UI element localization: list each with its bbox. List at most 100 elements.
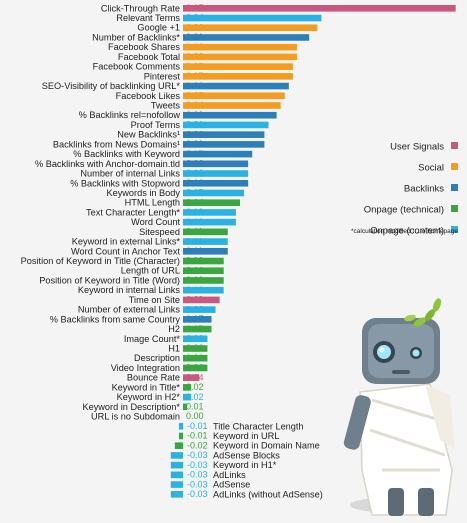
bar-label-backlinks-from-same-country: % Backlinks from same Country bbox=[50, 314, 181, 324]
bar-label-backlinks-with-stopword: % Backlinks with Stopword bbox=[70, 178, 180, 188]
bar-length-of-url bbox=[183, 267, 224, 275]
value-label-adsense: -0.03 bbox=[187, 479, 208, 489]
bar-label-video-integration: Video Integration bbox=[111, 363, 180, 373]
value-label-backlinks-with-keyword: 0.17 bbox=[186, 149, 204, 159]
bar-backlinks-with-anchor-domain-tld bbox=[183, 160, 249, 168]
bar-bounce-rate bbox=[183, 374, 200, 381]
bar-label-bounce-rate: Bounce Rate bbox=[127, 373, 180, 383]
value-label-h1: 0.06 bbox=[186, 343, 204, 353]
value-label-number-of-internal-links: 0.16 bbox=[186, 168, 204, 178]
bar-keyword-in-external-links bbox=[183, 238, 228, 245]
bar-label-position-of-keyword-in-title-character: Position of Keyword in Title (Character) bbox=[21, 256, 180, 266]
value-label-adsense-blocks: -0.03 bbox=[187, 450, 208, 460]
value-label-new-backlinks: 0.20 bbox=[186, 129, 204, 139]
bar-label-relevant-terms: Relevant Terms bbox=[116, 13, 180, 23]
bar-label-backlinks-with-anchor-domain-tld: % Backlinks with Anchor-domain.tld bbox=[35, 159, 180, 169]
value-label-facebook-shares: 0.28 bbox=[186, 42, 204, 52]
bar-label-h2: H2 bbox=[168, 324, 180, 334]
legend-swatch-backlinks bbox=[451, 184, 458, 191]
bar-label-number-of-internal-links: Number of internal Links bbox=[80, 169, 180, 179]
value-label-keyword-in-internal-links: 0.10 bbox=[186, 285, 204, 295]
value-label-description: 0.06 bbox=[186, 353, 204, 363]
bar-backlinks-with-stopword bbox=[183, 179, 249, 187]
legend-swatch-onpage-content bbox=[451, 226, 458, 233]
bar-html-length bbox=[183, 199, 240, 206]
bar-label-h1: H1 bbox=[168, 344, 180, 354]
bar-number-of-backlinks bbox=[183, 34, 310, 41]
bar-word-count-in-anchor-text bbox=[183, 248, 228, 255]
value-label-backlinks-from-news-domains: 0.20 bbox=[186, 139, 204, 149]
bar-label-length-of-url: Length of URL bbox=[121, 266, 180, 276]
value-label-backlinks-rel-nofollow: 0.23 bbox=[186, 110, 204, 120]
bar-label-keyword-in-external-links: Keyword in external Links* bbox=[72, 237, 181, 247]
bar-label-html-length: HTML Length bbox=[125, 198, 180, 208]
value-label-number-of-external-links: 0.08 bbox=[186, 304, 204, 314]
bar-label-google-1: Google +1 bbox=[137, 23, 180, 33]
value-label-google-1: 0.33 bbox=[186, 22, 204, 32]
bar-position-of-keyword-in-title-character bbox=[183, 257, 224, 265]
bar-label-keyword-in-h1: Keyword in H1* bbox=[213, 460, 277, 470]
bar-label-facebook-likes: Facebook Likes bbox=[116, 91, 181, 101]
legend-swatch-onpage-technical bbox=[451, 205, 458, 212]
footnote: *calculation modified ¹...to homepage bbox=[351, 228, 458, 235]
value-label-text-character-length: 0.13 bbox=[186, 207, 204, 217]
value-label-adlinks: -0.03 bbox=[187, 470, 208, 480]
value-label-url-is-no-subdomain: 0.00 bbox=[186, 411, 204, 421]
value-label-keyword-in-h2: 0.02 bbox=[186, 392, 204, 402]
bar-sitespeed bbox=[183, 228, 228, 236]
bar-label-proof-terms: Proof Terms bbox=[131, 120, 181, 130]
bar-label-facebook-shares: Facebook Shares bbox=[108, 42, 180, 52]
value-label-position-of-keyword-in-title-character: 0.10 bbox=[186, 256, 204, 266]
bar-new-backlinks bbox=[183, 131, 265, 138]
bar-label-keyword-in-h2: Keyword in H2* bbox=[117, 392, 181, 402]
bar-google-1 bbox=[183, 24, 318, 32]
bar-label-seo-visibility-of-backlinking-url: SEO-Visibility of backlinking URL* bbox=[42, 81, 181, 91]
bar-text-character-length bbox=[183, 209, 236, 216]
bar-adsense bbox=[170, 481, 183, 488]
value-label-sitespeed: 0.11 bbox=[186, 227, 203, 237]
value-label-facebook-likes: 0.25 bbox=[186, 90, 204, 100]
bar-tweets bbox=[183, 102, 281, 109]
bar-word-count bbox=[183, 218, 236, 226]
legend-swatch-social bbox=[451, 163, 458, 170]
bar-h2 bbox=[183, 325, 212, 333]
value-label-keyword-in-title: 0.02 bbox=[186, 382, 204, 392]
value-label-video-integration: 0.06 bbox=[186, 363, 204, 373]
value-label-keyword-in-domain-name: -0.02 bbox=[187, 440, 208, 450]
bar-label-title-character-length: Title Character Length bbox=[213, 421, 304, 431]
value-label-backlinks-with-stopword: 0.16 bbox=[186, 178, 204, 188]
bar-label-tweets: Tweets bbox=[151, 101, 181, 111]
bar-position-of-keyword-in-title-word bbox=[183, 277, 224, 284]
bar-label-facebook-comments: Facebook Comments bbox=[93, 62, 181, 72]
bar-label-backlinks-from-news-domains: Backlinks from News Domains¹ bbox=[53, 139, 180, 149]
bar-keyword-in-h2 bbox=[183, 393, 192, 401]
bar-pinterest bbox=[183, 73, 293, 80]
bar-label-adsense-blocks: AdSense Blocks bbox=[213, 450, 280, 460]
bar-label-adlinks-without-adsense: AdLinks (without AdSense) bbox=[213, 489, 323, 499]
bar-relevant-terms bbox=[183, 14, 322, 22]
value-label-facebook-comments: 0.27 bbox=[186, 61, 204, 71]
bar-label-word-count-in-anchor-text: Word Count in Anchor Text bbox=[71, 246, 180, 256]
bar-keyword-in-description bbox=[183, 403, 188, 411]
bar-seo-visibility-of-backlinking-url bbox=[183, 82, 289, 90]
bar-facebook-total bbox=[183, 53, 297, 61]
bar-backlinks-rel-nofollow bbox=[183, 111, 277, 119]
bar-click-through-rate bbox=[183, 5, 456, 12]
bar-label-keyword-in-url: Keyword in URL bbox=[213, 431, 279, 441]
bar-backlinks-from-news-domains bbox=[183, 141, 265, 148]
bar-keyword-in-h1 bbox=[170, 461, 183, 469]
bar-label-image-count: Image Count* bbox=[124, 334, 181, 344]
bar-label-adsense: AdSense bbox=[213, 480, 250, 490]
bar-facebook-likes bbox=[183, 92, 285, 100]
bar-label-keywords-in-body: Keywords in Body bbox=[106, 188, 180, 198]
bar-label-keyword-in-title: Keyword in Title* bbox=[112, 382, 181, 392]
value-label-html-length: 0.14 bbox=[186, 197, 204, 207]
value-label-keyword-in-h1: -0.03 bbox=[187, 460, 208, 470]
value-label-keywords-in-body: 0.15 bbox=[186, 188, 204, 198]
bar-keywords-in-body bbox=[183, 189, 245, 197]
bar-label-adlinks: AdLinks bbox=[213, 470, 246, 480]
bar-keyword-in-title bbox=[183, 384, 192, 391]
legend-label-onpage-content: Onpage (content) bbox=[370, 226, 444, 237]
value-label-title-character-length: -0.01 bbox=[187, 421, 208, 431]
bar-backlinks-with-keyword bbox=[183, 150, 253, 158]
